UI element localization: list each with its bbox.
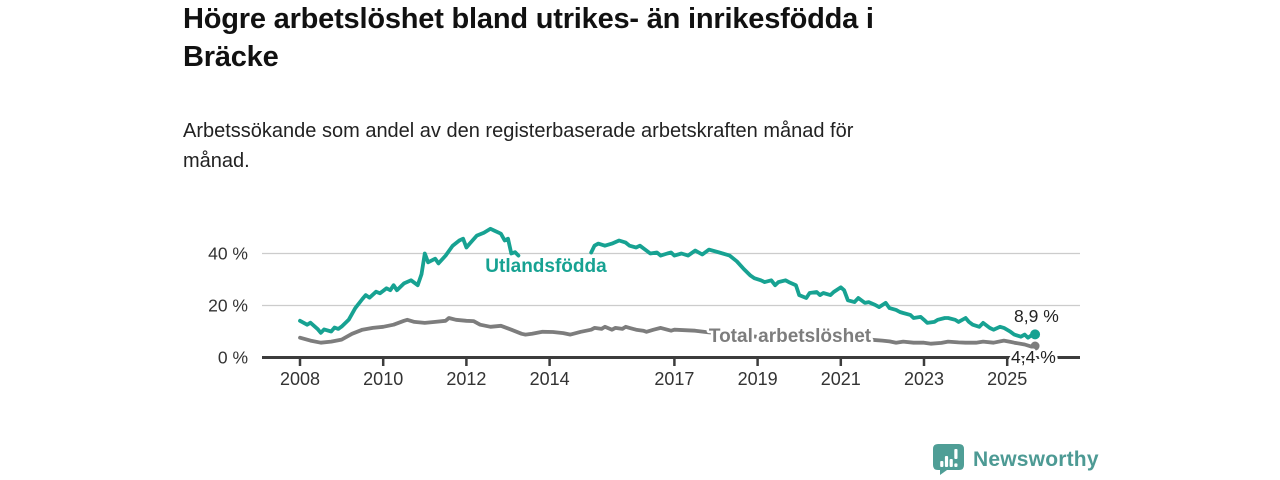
series-line-utlandsfodda [298,226,521,335]
x-tick-label: 2012 [446,369,486,389]
series-end-dot-utlandsfodda [1030,329,1041,340]
y-axis-label: 0 % [218,348,248,368]
y-axis-label: 20 % [208,296,248,316]
x-tick-label: 2023 [904,369,944,389]
x-tick-label: 2008 [280,369,320,389]
y-axis-label: 40 % [208,244,248,264]
chart-subtitle: Arbetssökande som andel av den registerb… [183,120,854,172]
series-line-total-arbetsloshet [298,316,1037,349]
chart-title: Högre arbetslöshet bland utrikes- än inr… [183,3,874,73]
x-tick-label: 2010 [363,369,403,389]
newsworthy-logo-text: Newsworthy [973,447,1099,471]
series-label-utlandsfodda: Utlandsfödda [485,256,607,277]
newsworthy-logo-icon [933,444,964,475]
x-tick-label: 2025 [987,369,1027,389]
end-value-label-utlandsfodda: 8,9 % [1014,306,1059,326]
series-label-total-arbetsloshet: Total arbetslöshet [709,326,872,347]
end-value-label-total-arbetsloshet: 4,4 % [1011,347,1056,367]
series-line-utlandsfodda [589,238,1037,340]
x-tick-label: 2017 [654,369,694,389]
series-end-dot-total-arbetsloshet [1030,341,1040,351]
x-tick-label: 2014 [530,369,570,389]
x-tick-label: 2021 [821,369,861,389]
newsworthy-logo: Newsworthy [933,444,1099,475]
x-tick-label: 2019 [738,369,778,389]
